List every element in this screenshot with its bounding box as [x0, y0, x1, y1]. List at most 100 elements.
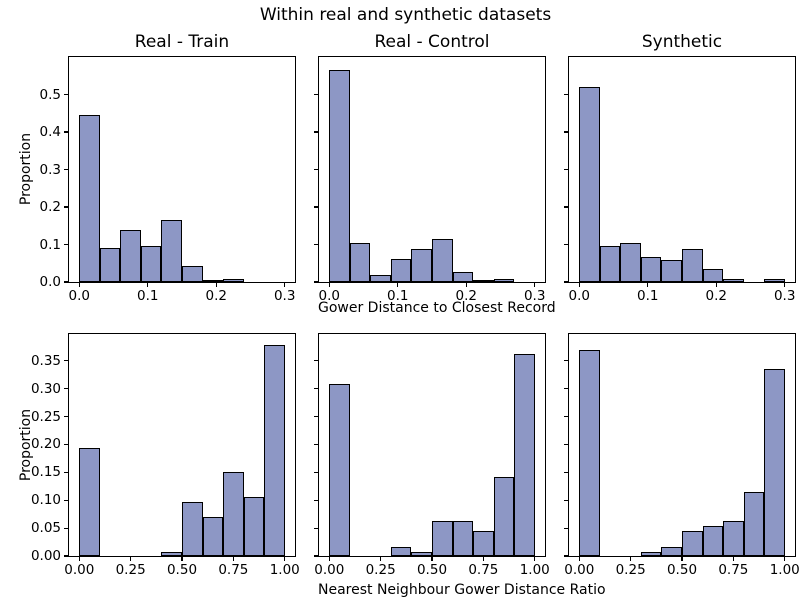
- y-tick-mark: [564, 471, 569, 473]
- y-tick-mark: [564, 415, 569, 418]
- x-tick-mark: [397, 282, 399, 287]
- x-tick-label: 0.1: [137, 288, 159, 304]
- histogram-bar: [264, 345, 285, 556]
- histogram-bar: [432, 521, 453, 556]
- histogram-bar: [579, 87, 600, 282]
- y-tick-mark: [314, 131, 319, 133]
- histogram-bar: [620, 243, 641, 282]
- x-tick-label: 0.0: [68, 288, 91, 304]
- x-tick-label: 0.25: [615, 562, 646, 578]
- histogram-bar: [120, 229, 141, 282]
- y-tick-mark: [64, 206, 69, 208]
- x-tick-label: 0.50: [416, 562, 448, 578]
- y-tick-mark: [64, 168, 69, 171]
- subplot-title: Real - Control: [374, 32, 490, 52]
- y-tick-mark: [564, 206, 569, 208]
- histogram-bar: [390, 258, 412, 282]
- x-tick-mark: [232, 556, 234, 561]
- histogram-bar: [432, 238, 453, 282]
- y-tick-mark: [564, 243, 569, 246]
- y-tick-label: 0.00: [30, 548, 61, 564]
- histogram-bar: [702, 526, 724, 556]
- x-tick-mark: [78, 556, 80, 561]
- x-tick-mark: [215, 282, 217, 287]
- x-tick-label: 0.75: [218, 562, 249, 578]
- y-tick-mark: [314, 471, 319, 473]
- x-tick-label: 1.00: [269, 562, 300, 578]
- y-tick-label: 0.30: [30, 380, 61, 397]
- x-tick-mark: [784, 282, 786, 287]
- subplot-real-train-distance-ratio: 0.00 0.25 0.50 0.75 1.00 0.00 0.05 0.10 0.15 0.20…: [31, 333, 300, 577]
- x-tick-mark: [681, 556, 683, 561]
- y-tick-label: 0.1: [39, 236, 61, 253]
- histogram-bar: [723, 521, 744, 556]
- subplot-real-control-distance-ratio: 0.00 0.25 0.50 0.75 1.00: [314, 333, 550, 577]
- y-tick-mark: [314, 443, 319, 446]
- histogram-bar: [661, 546, 682, 556]
- histogram-bar: [743, 491, 765, 556]
- histogram-bar: [223, 279, 244, 282]
- x-tick-label: 0.75: [468, 562, 499, 578]
- x-tick-mark: [181, 556, 183, 561]
- y-tick-label: 0.5: [39, 86, 61, 103]
- histogram-bar: [682, 249, 703, 282]
- x-tick-mark: [534, 556, 536, 561]
- y-tick-mark: [64, 360, 69, 362]
- histogram-bar: [723, 279, 744, 282]
- y-tick-mark: [314, 206, 319, 208]
- x-tick-label: 0.00: [64, 562, 95, 578]
- y-tick-mark: [564, 555, 569, 557]
- histogram-bar: [473, 530, 494, 556]
- histogram-bar: [390, 546, 412, 556]
- plot-area: [569, 334, 795, 556]
- histogram-bar: [452, 271, 474, 282]
- y-tick-mark: [564, 443, 569, 446]
- x-tick-mark: [380, 556, 382, 561]
- y-tick-mark: [564, 527, 569, 529]
- histogram-bar: [579, 349, 600, 556]
- x-tick-mark: [715, 282, 717, 287]
- x-tick-label: 0.2: [455, 288, 477, 304]
- x-tick-label: 0.0: [568, 288, 591, 304]
- plot-area: [69, 334, 295, 556]
- y-tick-mark: [314, 388, 319, 390]
- subplot-real-control-closest-distance: Real - Control 0.0 0.1 0.2 0.3: [314, 32, 546, 303]
- x-tick-mark: [328, 556, 330, 561]
- x-tick-mark: [482, 556, 484, 561]
- histogram-bar: [349, 243, 371, 282]
- x-tick-label: 0.3: [773, 288, 796, 304]
- x-tick-mark: [784, 556, 786, 561]
- x-tick-mark: [284, 282, 286, 287]
- y-tick-mark: [314, 499, 319, 501]
- x-tick-mark: [465, 282, 467, 287]
- histogram-bar: [202, 279, 224, 282]
- histogram-bar: [493, 279, 515, 282]
- x-tick-mark: [534, 282, 536, 287]
- x-tick-label: 0.1: [637, 288, 659, 304]
- histogram-bar: [661, 260, 682, 282]
- histogram-bar: [99, 247, 121, 282]
- histogram-bar: [640, 257, 662, 282]
- x-tick-mark: [578, 556, 580, 561]
- y-tick-mark: [564, 499, 569, 501]
- y-tick-mark: [564, 388, 569, 390]
- histogram-bar: [243, 497, 265, 556]
- x-tick-label: 0.3: [523, 288, 546, 304]
- histogram-bar: [493, 477, 515, 556]
- y-tick-mark: [564, 131, 569, 133]
- histogram-bar: [329, 70, 350, 282]
- y-tick-mark: [564, 168, 569, 171]
- histogram-bar: [370, 275, 391, 282]
- x-tick-label: 0.75: [718, 562, 749, 578]
- histogram-bar: [79, 448, 100, 556]
- histogram-bar: [682, 530, 703, 556]
- x-tick-mark: [130, 556, 132, 561]
- x-tick-label: 0.2: [205, 288, 227, 304]
- x-tick-label: 0.25: [365, 562, 396, 578]
- histogram-bar: [161, 551, 182, 556]
- histogram-bar: [223, 472, 244, 556]
- histogram-bar: [411, 249, 432, 282]
- x-tick-label: 0.25: [115, 562, 146, 578]
- histogram-bar: [202, 516, 224, 556]
- y-tick-label: 0.15: [30, 464, 61, 481]
